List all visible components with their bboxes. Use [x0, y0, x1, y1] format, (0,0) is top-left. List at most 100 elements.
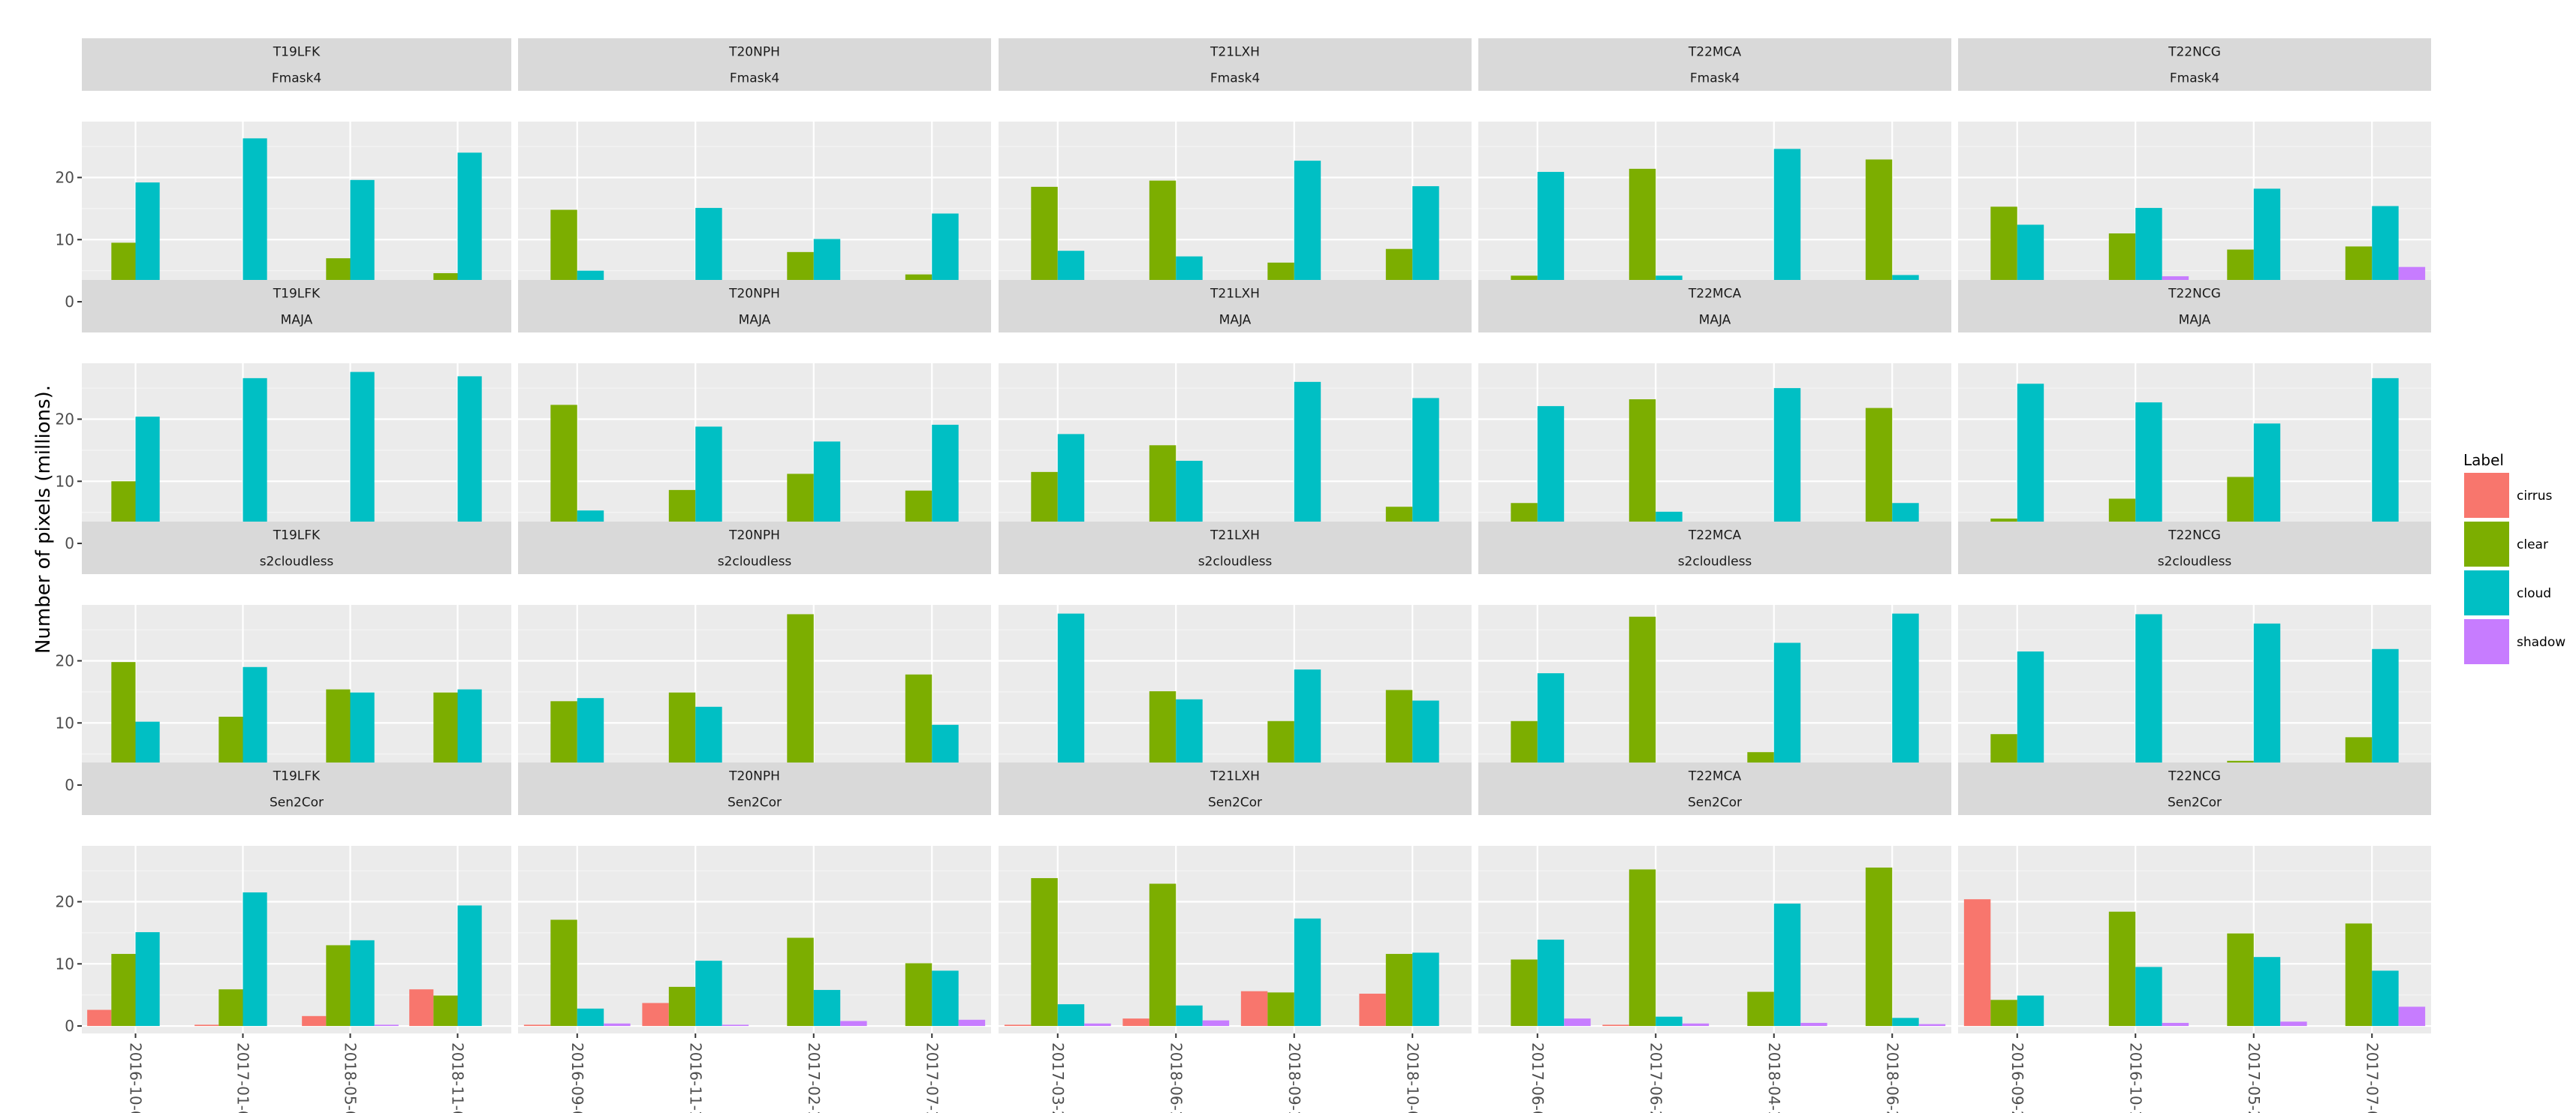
bar-cloud	[1057, 613, 1085, 786]
bar-cloud	[1412, 398, 1439, 544]
panel-T19LFK-MAJA: T19LFK MAJA 0 10 20	[56, 280, 511, 552]
strip-tile-bg	[1958, 522, 2431, 548]
strip-method-bg	[518, 65, 991, 91]
strip-method-label: MAJA	[2179, 313, 2211, 328]
bar-shadow	[840, 1021, 867, 1027]
x-tick-label: 2017-05-27	[2245, 1042, 2263, 1113]
strip-method-label: Fmask4	[730, 71, 779, 86]
bar-cloud	[1773, 903, 1801, 1027]
strip-tile-bg	[1958, 280, 2431, 306]
y-tick-label: 10	[56, 955, 74, 973]
bar-cloud	[1656, 1016, 1683, 1027]
strip-method-label: Fmask4	[272, 71, 321, 86]
strip-tile-bg	[999, 763, 1472, 789]
bar-clear	[905, 963, 932, 1027]
bar-cloud	[695, 961, 722, 1027]
strip-tile-bg	[999, 38, 1472, 65]
strip-method-label: s2cloudless	[1678, 555, 1752, 570]
strip-method-bg	[1958, 789, 2431, 815]
bar-clear	[668, 986, 696, 1027]
strip-method-bg	[1958, 548, 2431, 574]
strip-method-label: MAJA	[281, 313, 313, 328]
bar-cirrus	[302, 1015, 327, 1027]
strip-method-bg	[518, 789, 991, 815]
strip-method-label: Fmask4	[1210, 71, 1260, 86]
y-tick-label: 20	[56, 893, 74, 911]
legend-label-clear: clear	[2517, 537, 2548, 552]
strip-tile-label: T22NCG	[2168, 769, 2221, 784]
strip-tile-label: T22NCG	[2168, 45, 2221, 60]
y-tick-label: 10	[56, 472, 74, 490]
bar-clear	[787, 937, 814, 1027]
bar-clear	[1149, 883, 1177, 1027]
bar-clear	[1865, 159, 1893, 302]
legend-title: Label	[2463, 451, 2504, 469]
x-tick-label: 2016-09-01	[568, 1042, 586, 1113]
bar-cloud	[243, 892, 267, 1027]
strip-tile-label: T20NPH	[728, 45, 780, 60]
bar-cloud	[350, 940, 375, 1027]
panels-layer: T19LFK Fmask4 0 10 20 T20NPH Fmask4 T21LXH Fmask…	[56, 38, 2431, 1113]
strip-tile-bg	[518, 38, 991, 65]
bar-cirrus	[1240, 991, 1268, 1027]
strip-tile-bg	[1958, 38, 2431, 65]
bar-cloud	[243, 138, 267, 302]
legend-label-cloud: cloud	[2517, 586, 2551, 601]
strip-tile-label: T22MCA	[1688, 769, 1742, 784]
bar-clear	[1865, 408, 1893, 544]
bar-shadow	[958, 1019, 986, 1027]
bar-cloud	[2017, 384, 2044, 544]
strip-method-label: MAJA	[1699, 313, 1731, 328]
bar-clear	[1267, 992, 1294, 1027]
legend-label-shadow: shadow	[2517, 635, 2565, 650]
bar-clear	[1628, 399, 1656, 544]
bar-clear	[218, 989, 243, 1027]
panel-T22NCG-Fmask4: T22NCG Fmask4	[1958, 38, 2431, 309]
bar-cloud	[1537, 940, 1565, 1027]
strip-tile-bg	[82, 763, 511, 789]
bar-clear	[1628, 616, 1656, 786]
bar-cloud	[350, 372, 375, 544]
bar-clear	[550, 919, 577, 1027]
bar-cloud	[2372, 648, 2399, 786]
strip-tile-label: T19LFK	[273, 45, 321, 60]
bar-clear	[1865, 867, 1893, 1027]
legend-key-shadow	[2464, 619, 2509, 664]
strip-method-bg	[1478, 789, 1951, 815]
strip-tile-label: T20NPH	[728, 769, 780, 784]
strip-method-label: Sen2Cor	[1208, 796, 1262, 811]
strip-tile-label: T22MCA	[1688, 287, 1742, 302]
bar-clear	[787, 614, 814, 786]
x-tick-label: 2018-06-28	[1883, 1042, 1901, 1113]
bar-cloud	[2017, 995, 2044, 1027]
bar-cloud	[243, 378, 267, 544]
strip-tile-bg	[518, 522, 991, 548]
bar-cloud	[932, 970, 959, 1027]
x-tick-label: 2017-07-18	[923, 1042, 941, 1113]
bar-cloud	[2135, 967, 2162, 1027]
strip-tile-bg	[1478, 522, 1951, 548]
x-tick-label: 2017-03-28	[1049, 1042, 1067, 1113]
x-tick-label: 2018-05-07	[342, 1042, 360, 1113]
y-tick-label: 20	[56, 169, 74, 187]
x-tick-label: 2017-02-18	[805, 1042, 823, 1113]
bar-cloud	[2253, 957, 2281, 1027]
strip-method-label: MAJA	[739, 313, 771, 328]
x-tick-label: 2017-01-02	[234, 1042, 252, 1113]
bar-cloud	[1176, 1005, 1203, 1027]
strip-method-bg	[82, 789, 511, 815]
bar-cloud	[1892, 1018, 1919, 1027]
strip-method-bg	[518, 306, 991, 332]
strip-method-bg	[999, 789, 1472, 815]
y-tick-label: 0	[65, 1017, 74, 1035]
panel-T21LXH-Sen2Cor: T21LXH Sen2Cor 2017-03-28 2018-06-11 2018-09…	[999, 763, 1472, 1113]
bar-shadow	[1084, 1023, 1111, 1027]
strip-tile-label: T20NPH	[728, 528, 780, 543]
strip-tile-label: T22MCA	[1688, 528, 1742, 543]
strip-method-label: s2cloudless	[260, 555, 334, 570]
strip-tile-label: T22NCG	[2168, 287, 2221, 302]
legend: Label cirrus clear cloud shadow	[2463, 451, 2565, 664]
strip-tile-bg	[82, 522, 511, 548]
strip-tile-label: T19LFK	[273, 528, 321, 543]
y-tick-label: 0	[65, 776, 74, 794]
